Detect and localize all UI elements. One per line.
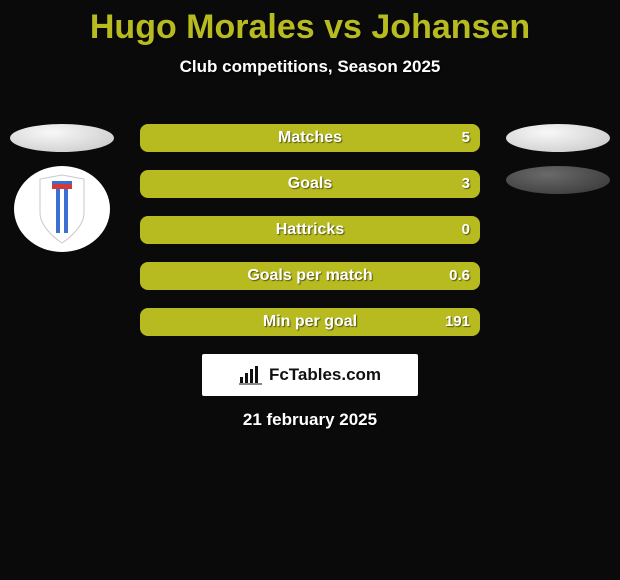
stats-bars: Matches 5 Goals 3 Hattricks 0 Goals per … [140, 124, 480, 354]
stat-label: Matches [140, 124, 480, 152]
player-right-club-placeholder [506, 166, 610, 194]
stat-label: Min per goal [140, 308, 480, 336]
club-badge-left [14, 166, 110, 252]
stat-row-gpm: Goals per match 0.6 [140, 262, 480, 290]
page-subtitle: Club competitions, Season 2025 [0, 57, 620, 77]
stat-row-mpg: Min per goal 191 [140, 308, 480, 336]
stat-label: Hattricks [140, 216, 480, 244]
bar-chart-icon [239, 365, 263, 385]
player-right-column [506, 124, 610, 194]
stat-row-matches: Matches 5 [140, 124, 480, 152]
stat-value: 0 [462, 216, 470, 244]
player-left-column [10, 124, 114, 252]
date-label: 21 february 2025 [0, 410, 620, 430]
stat-row-hattricks: Hattricks 0 [140, 216, 480, 244]
player-left-avatar-placeholder [10, 124, 114, 152]
stat-label: Goals per match [140, 262, 480, 290]
stat-row-goals: Goals 3 [140, 170, 480, 198]
brand-watermark: FcTables.com [202, 354, 418, 396]
player-right-avatar-placeholder [506, 124, 610, 152]
club-crest-icon [34, 173, 90, 245]
stat-value: 191 [445, 308, 470, 336]
comparison-infographic: Hugo Morales vs Johansen Club competitio… [0, 0, 620, 580]
stat-value: 0.6 [449, 262, 470, 290]
brand-text: FcTables.com [269, 365, 381, 385]
stat-value: 5 [462, 124, 470, 152]
stat-value: 3 [462, 170, 470, 198]
page-title: Hugo Morales vs Johansen [0, 0, 620, 47]
stat-label: Goals [140, 170, 480, 198]
